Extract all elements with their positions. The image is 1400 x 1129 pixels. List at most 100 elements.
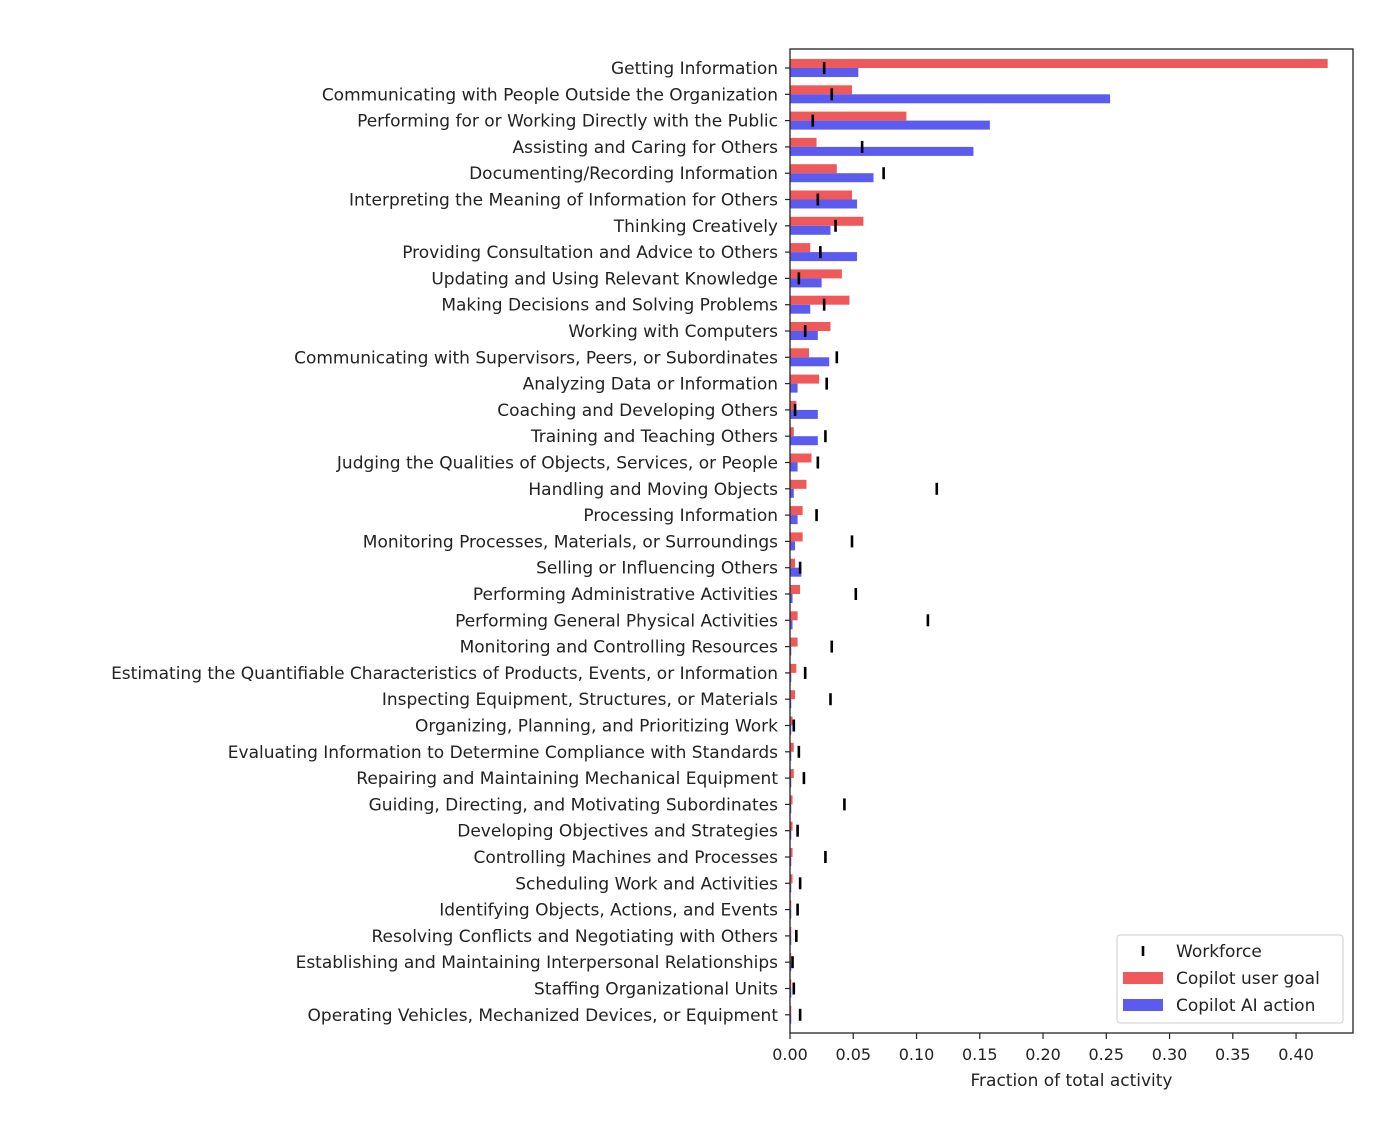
bar-copilot-user-goal — [790, 348, 809, 358]
x-tick-label: 0.20 — [1025, 1045, 1061, 1064]
bar-copilot-ai-action — [790, 409, 818, 419]
x-tick-label: 0.35 — [1215, 1045, 1251, 1064]
category-label: Scheduling Work and Activities — [515, 874, 778, 894]
category-label: Coaching and Developing Others — [497, 401, 778, 421]
bar-copilot-user-goal — [790, 322, 831, 331]
bar-copilot-ai-action — [790, 199, 858, 209]
category-label: Documenting/Recording Information — [469, 164, 778, 184]
category-label: Selling or Influencing Others — [536, 559, 778, 579]
bar-copilot-ai-action — [790, 567, 802, 577]
category-label: Evaluating Information to Determine Comp… — [228, 743, 778, 763]
legend-label: Copilot AI action — [1176, 996, 1315, 1016]
category-label: Organizing, Planning, and Prioritizing W… — [415, 717, 778, 737]
x-tick-label: 0.05 — [835, 1045, 871, 1064]
category-label: Estimating the Quantifiable Characterist… — [111, 664, 778, 684]
bar-copilot-user-goal — [790, 295, 850, 305]
category-label: Training and Teaching Others — [530, 427, 778, 447]
bar-copilot-user-goal — [790, 585, 801, 594]
category-label: Identifying Objects, Actions, and Events — [439, 901, 778, 921]
category-label: Judging the Qualities of Objects, Servic… — [336, 454, 778, 474]
bar-copilot-user-goal — [790, 821, 793, 831]
bar-copilot-user-goal — [790, 690, 796, 700]
bar-copilot-user-goal — [790, 479, 807, 489]
bar-copilot-user-goal — [790, 663, 797, 673]
category-label: Assisting and Caring for Others — [512, 138, 778, 158]
legend-label: Copilot user goal — [1176, 969, 1320, 989]
x-tick-label: 0.15 — [962, 1045, 998, 1064]
bar-copilot-user-goal — [790, 637, 798, 647]
category-label: Communicating with Supervisors, Peers, o… — [294, 348, 778, 368]
category-label: Monitoring and Controlling Resources — [460, 638, 779, 658]
category-label: Developing Objectives and Strategies — [457, 822, 778, 842]
x-tick-label: 0.40 — [1278, 1045, 1314, 1064]
bar-copilot-ai-action — [790, 436, 818, 446]
bars-layer — [790, 59, 1328, 1024]
bar-copilot-user-goal — [790, 59, 1328, 68]
bar-copilot-user-goal — [790, 427, 794, 437]
bar-copilot-user-goal — [790, 742, 794, 752]
bar-copilot-ai-action — [790, 357, 830, 367]
category-label: Providing Consultation and Advice to Oth… — [402, 243, 778, 263]
plot-frame — [789, 48, 1354, 1034]
legend-swatch — [1123, 972, 1163, 984]
category-label: Processing Information — [583, 506, 778, 526]
bar-copilot-ai-action — [790, 541, 796, 551]
bar-copilot-ai-action — [790, 383, 798, 393]
bar-copilot-user-goal — [790, 558, 796, 568]
category-label: Performing General Physical Activities — [455, 611, 778, 631]
bar-copilot-user-goal — [790, 506, 803, 516]
bar-copilot-ai-action — [790, 462, 798, 472]
category-label: Getting Information — [611, 59, 778, 79]
category-label: Interpreting the Meaning of Information … — [349, 191, 778, 211]
category-label: Working with Computers — [568, 322, 778, 342]
bar-copilot-user-goal — [790, 532, 803, 542]
bar-copilot-user-goal — [790, 453, 812, 463]
x-tick-label: 0.00 — [772, 1045, 808, 1064]
bar-copilot-user-goal — [790, 216, 864, 226]
category-label: Establishing and Maintaining Interperson… — [296, 953, 779, 973]
bar-copilot-ai-action — [790, 515, 798, 525]
category-label: Controlling Machines and Processes — [474, 848, 779, 868]
bar-copilot-user-goal — [790, 243, 811, 253]
bar-copilot-user-goal — [790, 874, 793, 884]
bar-copilot-ai-action — [790, 620, 793, 630]
bar-copilot-ai-action — [790, 173, 874, 183]
bar-copilot-user-goal — [790, 269, 842, 279]
category-label: Resolving Conflicts and Negotiating with… — [371, 927, 778, 947]
category-label: Updating and Using Relevant Knowledge — [431, 269, 778, 289]
x-axis-title: Fraction of total activity — [971, 1071, 1173, 1091]
bar-copilot-user-goal — [790, 769, 794, 779]
category-label: Inspecting Equipment, Structures, or Mat… — [382, 690, 778, 710]
category-label: Performing for or Working Directly with … — [357, 112, 778, 132]
category-label: Communicating with People Outside the Or… — [322, 85, 778, 105]
category-labels: Getting Information Communicating with Pe… — [111, 59, 790, 1026]
bar-copilot-ai-action — [790, 94, 1111, 104]
bar-copilot-ai-action — [790, 304, 811, 314]
bar-copilot-ai-action — [790, 120, 990, 130]
x-tick-label: 0.10 — [899, 1045, 935, 1064]
category-label: Operating Vehicles, Mechanized Devices, … — [308, 1006, 779, 1026]
legend-items: Workforce Copilot user goal Copilot AI act… — [1123, 942, 1320, 1016]
bar-copilot-user-goal — [790, 85, 852, 95]
category-label: Handling and Moving Objects — [528, 480, 778, 500]
legend-box — [1116, 934, 1344, 1024]
bar-copilot-ai-action — [790, 488, 794, 498]
x-tick-label: 0.30 — [1152, 1045, 1188, 1064]
bar-copilot-user-goal — [790, 111, 907, 121]
category-label: Thinking Creatively — [613, 217, 778, 237]
bar-copilot-user-goal — [790, 716, 793, 726]
category-label: Analyzing Data or Information — [523, 375, 778, 395]
bar-copilot-user-goal — [790, 611, 798, 621]
bar-copilot-ai-action — [790, 146, 974, 156]
bar-copilot-ai-action — [790, 252, 858, 262]
category-label: Guiding, Directing, and Motivating Subor… — [369, 795, 779, 815]
bar-copilot-user-goal — [790, 848, 793, 857]
workforce-markers-layer — [791, 62, 939, 1021]
x-tick-label: 0.25 — [1088, 1045, 1124, 1064]
category-label: Performing Administrative Activities — [473, 585, 778, 605]
bar-copilot-user-goal — [790, 164, 837, 174]
bar-copilot-ai-action — [790, 594, 793, 603]
category-label: Repairing and Maintaining Mechanical Equ… — [356, 769, 778, 789]
bar-copilot-user-goal — [790, 137, 817, 147]
